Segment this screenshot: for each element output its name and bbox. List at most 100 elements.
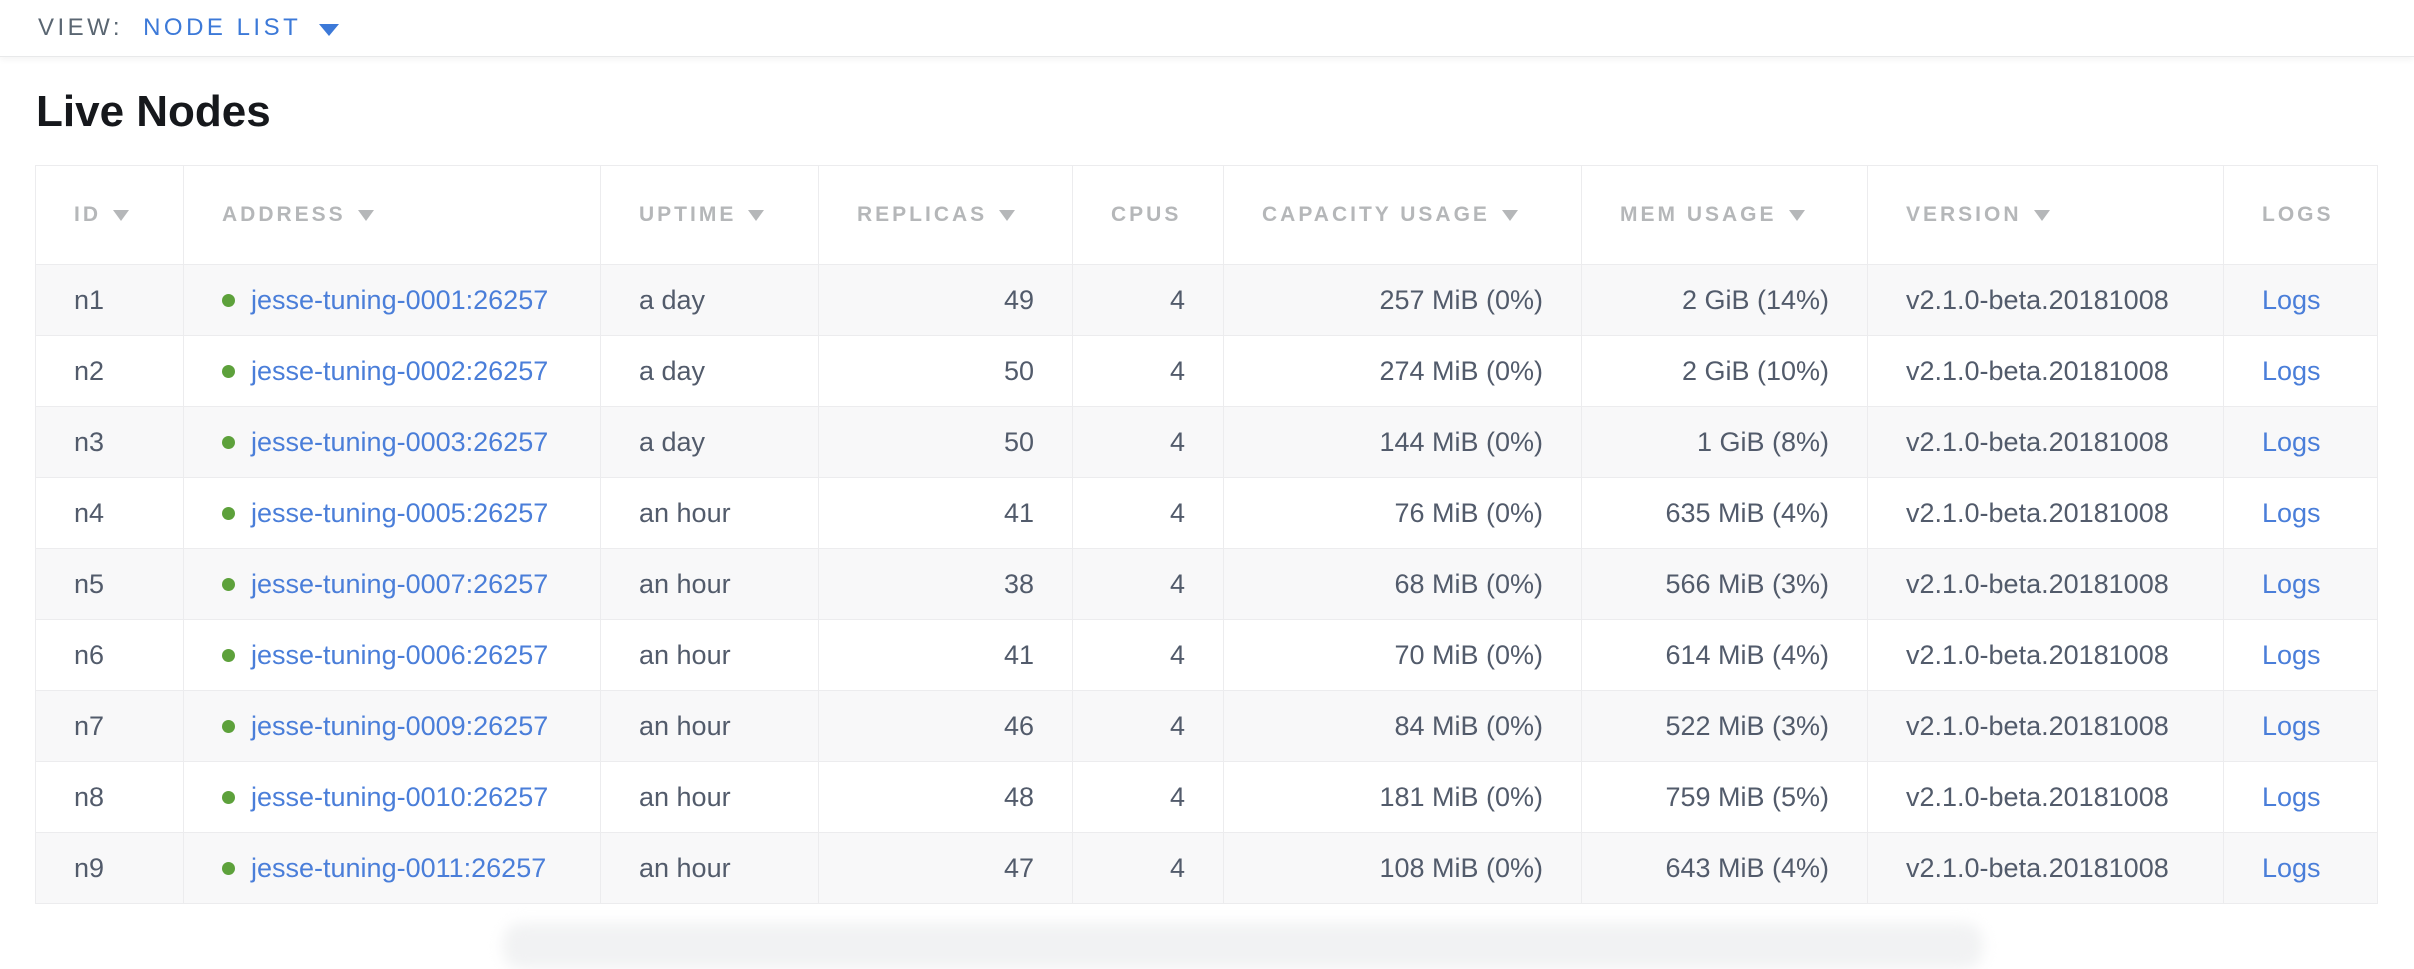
sort-arrow-icon [357, 210, 374, 221]
view-dropdown[interactable]: NODE LIST [143, 14, 340, 42]
column-header-id[interactable]: ID [35, 165, 184, 265]
cell-cpus: 4 [1072, 619, 1224, 691]
cell-replicas: 38 [818, 548, 1073, 620]
logs-link[interactable]: Logs [2262, 568, 2321, 599]
node-status-icon [222, 506, 235, 520]
cell-replicas: 49 [818, 264, 1073, 336]
cell-capacity: 68 MiB (0%) [1223, 548, 1582, 620]
cell-replicas: 46 [818, 690, 1073, 762]
logs-link[interactable]: Logs [2262, 710, 2321, 741]
view-toolbar: VIEW: NODE LIST [0, 0, 2414, 57]
cell-mem: 643 MiB (4%) [1581, 832, 1868, 904]
logs-link[interactable]: Logs [2262, 497, 2321, 528]
logs-link[interactable]: Logs [2262, 426, 2321, 457]
node-address-link[interactable]: jesse-tuning-0007:26257 [251, 568, 549, 599]
cell-replicas: 47 [818, 832, 1073, 904]
node-address-link[interactable]: jesse-tuning-0009:26257 [251, 710, 549, 741]
cell-capacity: 257 MiB (0%) [1223, 264, 1582, 336]
column-header-address[interactable]: ADDRESS [183, 165, 601, 265]
cell-address: jesse-tuning-0002:26257 [183, 335, 601, 407]
logs-link[interactable]: Logs [2262, 355, 2321, 386]
logs-link[interactable]: Logs [2262, 852, 2321, 883]
cell-logs: Logs [2223, 619, 2378, 691]
sort-arrow-icon [748, 210, 765, 221]
cell-replicas: 48 [818, 761, 1073, 833]
cell-mem: 759 MiB (5%) [1581, 761, 1868, 833]
node-address-link[interactable]: jesse-tuning-0006:26257 [251, 639, 549, 670]
table-row: n8 jesse-tuning-0010:26257 an hour 48 4 181 M… [35, 761, 2378, 833]
column-header-label: VERSION [1906, 203, 2022, 226]
table-row: n9 jesse-tuning-0011:26257 an hour 47 4 108 M… [35, 832, 2378, 904]
cell-mem: 566 MiB (3%) [1581, 548, 1868, 620]
cell-cpus: 4 [1072, 761, 1224, 833]
logs-link[interactable]: Logs [2262, 639, 2321, 670]
column-header-replicas[interactable]: REPLICAS [818, 165, 1073, 265]
node-address-link[interactable]: jesse-tuning-0011:26257 [251, 852, 547, 883]
cell-version: v2.1.0-beta.20181008 [1867, 406, 2224, 478]
cell-capacity: 181 MiB (0%) [1223, 761, 1582, 833]
cell-version: v2.1.0-beta.20181008 [1867, 690, 2224, 762]
cell-mem: 635 MiB (4%) [1581, 477, 1868, 549]
cell-logs: Logs [2223, 406, 2378, 478]
cell-capacity: 70 MiB (0%) [1223, 619, 1582, 691]
table-row: n6 jesse-tuning-0006:26257 an hour 41 4 70 Mi… [35, 619, 2378, 691]
column-header-label: MEM USAGE [1620, 203, 1777, 226]
cell-version: v2.1.0-beta.20181008 [1867, 335, 2224, 407]
column-header-version[interactable]: VERSION [1867, 165, 2224, 265]
cell-version: v2.1.0-beta.20181008 [1867, 761, 2224, 833]
cell-cpus: 4 [1072, 477, 1224, 549]
table-row: n7 jesse-tuning-0009:26257 an hour 46 4 84 Mi… [35, 690, 2378, 762]
sort-arrow-icon [1788, 210, 1805, 221]
logs-link[interactable]: Logs [2262, 781, 2321, 812]
cell-mem: 1 GiB (8%) [1581, 406, 1868, 478]
cell-cpus: 4 [1072, 832, 1224, 904]
column-header-capacity[interactable]: CAPACITY USAGE [1223, 165, 1582, 265]
cell-uptime: an hour [600, 690, 819, 762]
column-header-cpus: CPUS [1072, 165, 1224, 265]
cell-logs: Logs [2223, 761, 2378, 833]
node-status-icon [222, 790, 235, 804]
cell-id: n6 [35, 619, 184, 691]
node-address-link[interactable]: jesse-tuning-0010:26257 [251, 781, 549, 812]
cell-cpus: 4 [1072, 548, 1224, 620]
column-header-label: CPUS [1111, 203, 1182, 226]
cell-address: jesse-tuning-0011:26257 [183, 832, 601, 904]
cell-replicas: 41 [818, 619, 1073, 691]
cell-logs: Logs [2223, 335, 2378, 407]
column-header-logs: LOGS [2223, 165, 2378, 265]
page-title: Live Nodes [36, 87, 271, 136]
cell-mem: 614 MiB (4%) [1581, 619, 1868, 691]
cell-id: n5 [35, 548, 184, 620]
table-row: n5 jesse-tuning-0007:26257 an hour 38 4 68 Mi… [35, 548, 2378, 620]
cell-mem: 2 GiB (14%) [1581, 264, 1868, 336]
cell-logs: Logs [2223, 477, 2378, 549]
node-status-icon [222, 293, 235, 307]
cell-version: v2.1.0-beta.20181008 [1867, 477, 2224, 549]
cell-cpus: 4 [1072, 406, 1224, 478]
node-status-icon [222, 364, 235, 378]
sort-arrow-icon [2033, 210, 2050, 221]
column-header-uptime[interactable]: UPTIME [600, 165, 819, 265]
cell-address: jesse-tuning-0006:26257 [183, 619, 601, 691]
logs-link[interactable]: Logs [2262, 284, 2321, 315]
cell-id: n1 [35, 264, 184, 336]
cell-address: jesse-tuning-0007:26257 [183, 548, 601, 620]
node-address-link[interactable]: jesse-tuning-0001:26257 [251, 284, 549, 315]
live-nodes-table: ID ADDRESS UPTIME REPLICAS CPUS CAPACITY USAG… [35, 165, 2378, 904]
column-header-label: ID [74, 203, 101, 226]
cell-replicas: 41 [818, 477, 1073, 549]
cell-uptime: a day [600, 264, 819, 336]
node-address-link[interactable]: jesse-tuning-0005:26257 [251, 497, 549, 528]
column-header-mem[interactable]: MEM USAGE [1581, 165, 1868, 265]
node-address-link[interactable]: jesse-tuning-0003:26257 [251, 426, 549, 457]
cell-uptime: an hour [600, 619, 819, 691]
cell-uptime: an hour [600, 832, 819, 904]
table-row: n3 jesse-tuning-0003:26257 a day 50 4 144 MiB… [35, 406, 2378, 478]
cell-capacity: 144 MiB (0%) [1223, 406, 1582, 478]
cell-id: n8 [35, 761, 184, 833]
node-status-icon [222, 648, 235, 662]
column-header-label: REPLICAS [857, 203, 988, 226]
caret-down-icon [319, 23, 340, 36]
cell-uptime: a day [600, 406, 819, 478]
node-address-link[interactable]: jesse-tuning-0002:26257 [251, 355, 549, 386]
